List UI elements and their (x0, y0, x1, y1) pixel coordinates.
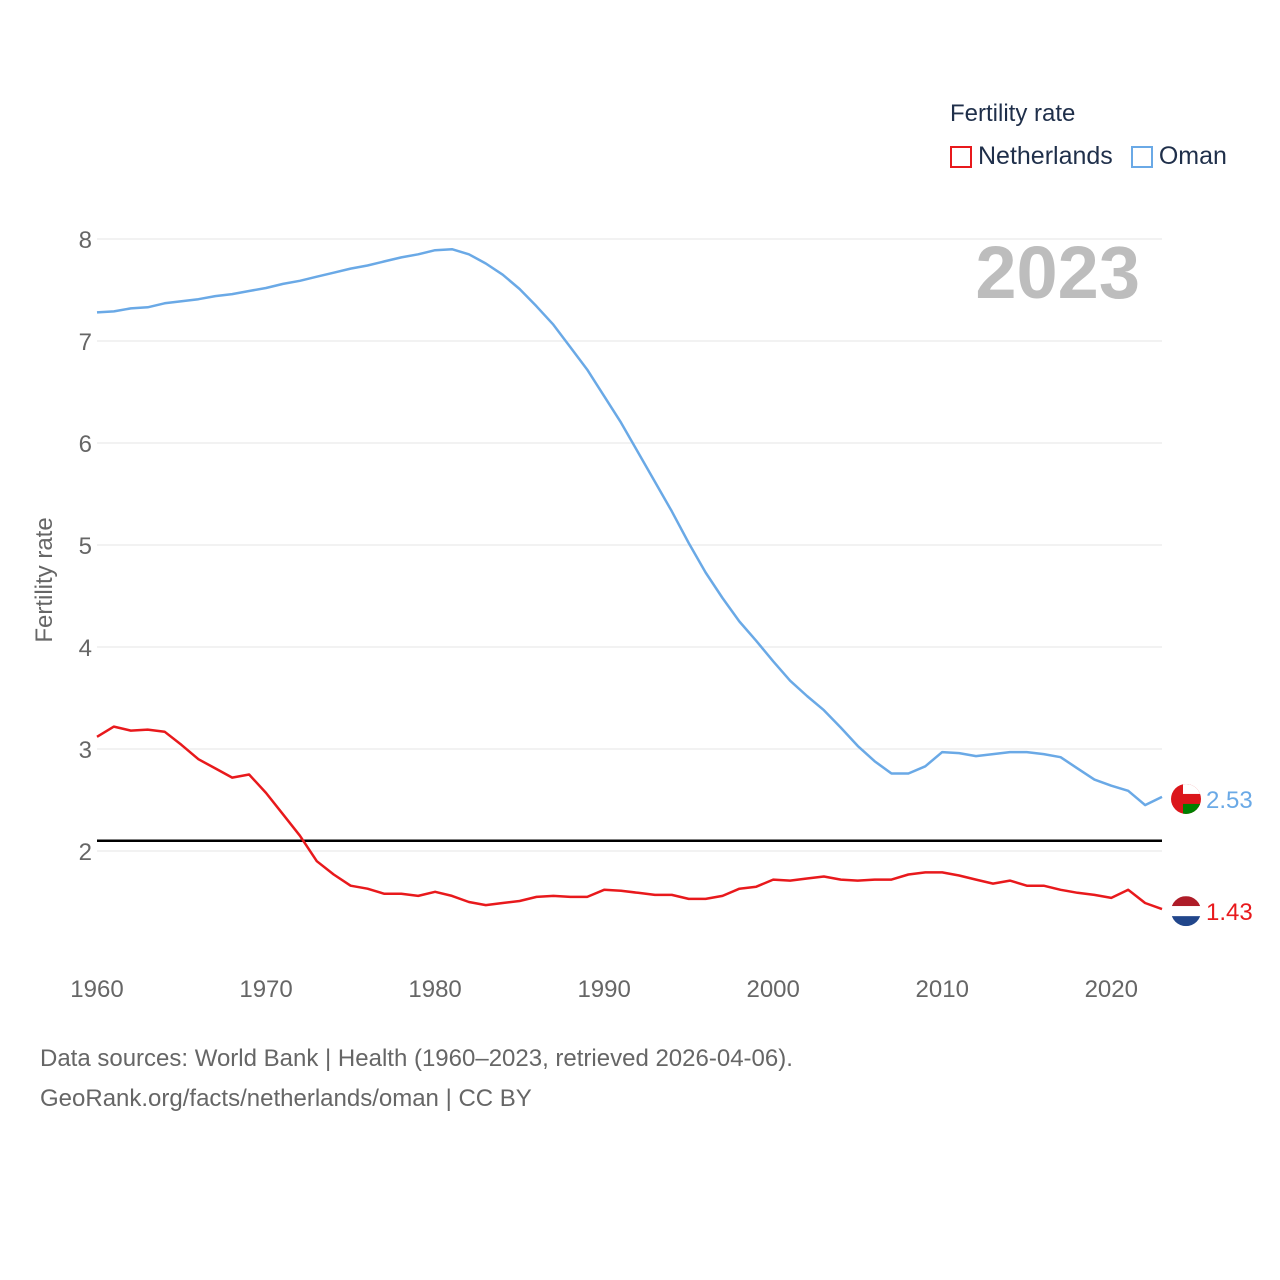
grid-lines (97, 238, 1162, 852)
x-tick-label: 1960 (70, 976, 123, 1003)
year-label: 2023 (975, 231, 1140, 314)
legend-item-oman[interactable]: Oman (1130, 142, 1227, 171)
y-tick-labels: 2 3 4 5 6 7 8 (79, 227, 92, 866)
y-axis-label: Fertility rate (31, 517, 58, 642)
flag-oman-icon (1171, 783, 1201, 814)
flag-netherlands-icon (1171, 896, 1201, 927)
y-tick-label: 5 (79, 533, 92, 560)
oman-swatch (1130, 145, 1153, 168)
x-tick-label: 1990 (577, 976, 630, 1003)
netherlands-swatch (950, 145, 972, 168)
x-tick-labels: 1960 1970 1980 1990 2000 2010 2020 (70, 976, 1138, 1003)
end-value-label-netherlands: 1.43 (1206, 899, 1253, 926)
x-tick-label: 2020 (1085, 976, 1138, 1003)
y-tick-label: 7 (79, 329, 92, 356)
legend-label-oman: Oman (1158, 142, 1227, 170)
y-tick-label: 3 (79, 737, 92, 764)
series-line-netherlands (96, 725, 1163, 911)
y-tick-label: 2 (79, 839, 92, 866)
legend: Netherlands Oman (950, 142, 1245, 171)
y-tick-label: 6 (79, 431, 92, 458)
legend-label-netherlands: Netherlands (978, 142, 1113, 170)
x-tick-label: 1980 (408, 976, 461, 1003)
source-link-text[interactable]: GeoRank.org/facts/netherlands/oman | CC … (40, 1085, 532, 1112)
series-line-oman (96, 247, 1163, 807)
end-value-label-oman: 2.53 (1206, 787, 1253, 814)
y-tick-label: 8 (79, 227, 92, 254)
series-lines (96, 247, 1163, 911)
y-tick-label: 4 (79, 635, 92, 662)
data-sources-text: Data sources: World Bank | Health (1960–… (40, 1045, 793, 1072)
x-tick-label: 1970 (239, 976, 292, 1003)
x-tick-label: 2010 (916, 976, 969, 1003)
legend-item-netherlands[interactable]: Netherlands (950, 142, 1113, 171)
end-markers: 1.43 2.53 (1171, 783, 1253, 927)
legend-title: Fertility rate (950, 100, 1076, 127)
x-tick-label: 2000 (746, 976, 799, 1003)
